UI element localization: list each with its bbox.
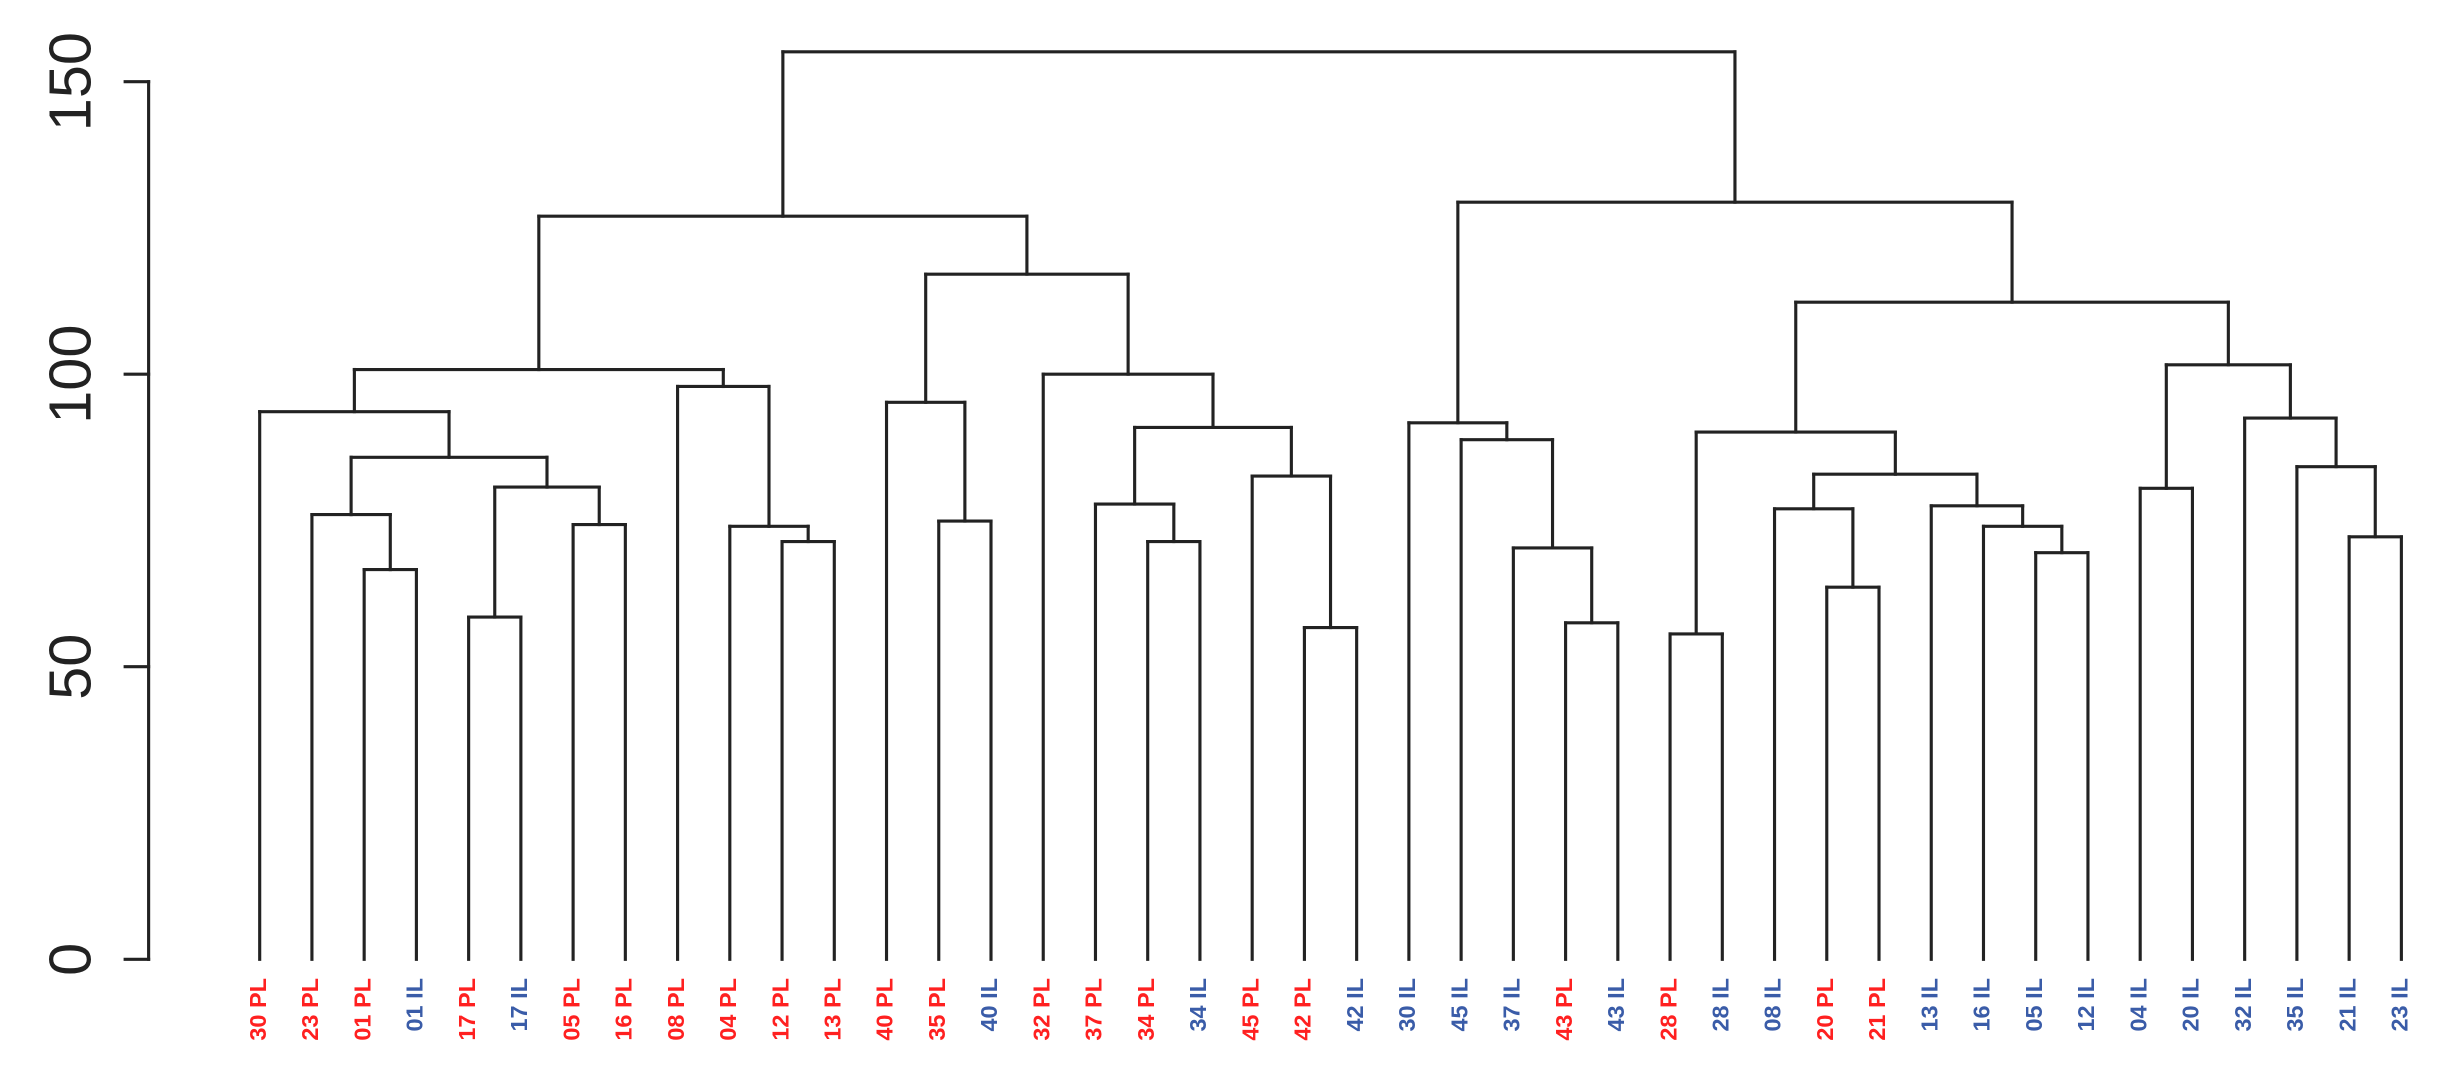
leaf-label: 04 IL bbox=[2125, 978, 2151, 1031]
leaf-label: 43 IL bbox=[1603, 978, 1629, 1031]
y-tick-label: 100 bbox=[37, 325, 104, 424]
leaf-label: 28 IL bbox=[1708, 978, 1734, 1031]
leaf-label: 21 IL bbox=[2334, 978, 2360, 1031]
leaf-label: 30 PL bbox=[245, 978, 271, 1041]
leaf-label: 04 PL bbox=[715, 978, 741, 1041]
leaf-label: 28 PL bbox=[1655, 978, 1681, 1041]
leaf-label: 01 IL bbox=[402, 978, 428, 1031]
leaf-label: 13 IL bbox=[1916, 978, 1942, 1031]
leaf-label: 12 IL bbox=[2073, 978, 2099, 1031]
leaf-label: 21 PL bbox=[1864, 978, 1890, 1041]
leaf-label: 37 PL bbox=[1081, 978, 1107, 1041]
leaf-label: 08 IL bbox=[1760, 978, 1786, 1031]
leaf-label: 01 PL bbox=[349, 978, 375, 1041]
leaf-label: 08 PL bbox=[663, 978, 689, 1041]
leaf-label: 23 IL bbox=[2387, 978, 2413, 1031]
y-tick-label: 150 bbox=[37, 32, 104, 131]
leaf-label: 20 PL bbox=[1812, 978, 1838, 1041]
leaf-label: 30 IL bbox=[1394, 978, 1420, 1031]
leaf-label: 16 IL bbox=[1969, 978, 1995, 1031]
leaf-label: 35 IL bbox=[2282, 978, 2308, 1031]
leaf-label: 35 PL bbox=[924, 978, 950, 1041]
leaf-label: 17 PL bbox=[454, 978, 480, 1041]
leaf-label: 32 IL bbox=[2230, 978, 2256, 1031]
leaf-label: 12 PL bbox=[767, 978, 793, 1041]
leaf-label: 43 PL bbox=[1551, 978, 1577, 1041]
leaf-label: 20 IL bbox=[2178, 978, 2204, 1031]
leaf-label: 45 PL bbox=[1237, 978, 1263, 1041]
leaf-label: 05 PL bbox=[558, 978, 584, 1041]
leaf-label: 40 IL bbox=[976, 978, 1002, 1031]
leaf-label: 40 PL bbox=[872, 978, 898, 1041]
y-tick-label: 0 bbox=[37, 943, 104, 976]
leaf-label: 34 PL bbox=[1133, 978, 1159, 1041]
y-tick-label: 50 bbox=[37, 634, 104, 700]
leaf-label: 17 IL bbox=[506, 978, 532, 1031]
leaf-label: 42 PL bbox=[1290, 978, 1316, 1041]
leaf-label: 16 PL bbox=[611, 978, 637, 1041]
leaf-label: 34 IL bbox=[1185, 978, 1211, 1031]
leaf-label: 32 PL bbox=[1028, 978, 1054, 1041]
leaf-label: 37 IL bbox=[1499, 978, 1525, 1031]
leaf-label: 05 IL bbox=[2021, 978, 2047, 1031]
leaf-label: 45 IL bbox=[1446, 978, 1472, 1031]
leaf-label: 13 PL bbox=[819, 978, 845, 1041]
leaf-label: 42 IL bbox=[1342, 978, 1368, 1031]
leaf-label: 23 PL bbox=[297, 978, 323, 1041]
